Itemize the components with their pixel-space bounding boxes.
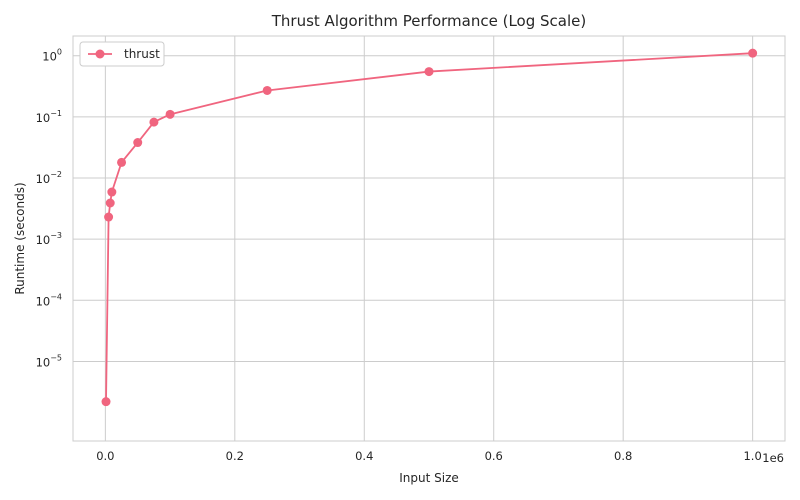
y-tick-label: 10−5 — [36, 353, 62, 369]
y-tick-label: 100 — [42, 48, 62, 64]
data-point — [149, 117, 159, 127]
data-point — [424, 67, 434, 77]
series-line-thrust — [105, 52, 753, 402]
data-point — [165, 109, 175, 119]
data-point — [105, 198, 115, 208]
x-tick-label: 1.0 — [743, 449, 761, 463]
x-tick-label: 0.4 — [355, 449, 373, 463]
y-axis-label: Runtime (seconds) — [13, 182, 27, 294]
data-point — [107, 187, 117, 197]
x-tick-labels: 0.0 0.2 0.4 0.6 0.8 1.0 — [96, 449, 762, 463]
series-group — [101, 48, 758, 407]
x-tick-label: 0.8 — [614, 449, 632, 463]
x-tick-label: 0.6 — [485, 449, 503, 463]
legend-box — [79, 41, 165, 67]
y-tick-labels: 10−5 10−4 10−3 10−2 10−1 100 — [36, 48, 62, 370]
data-point — [133, 138, 143, 148]
legend: thrust — [79, 41, 165, 67]
legend-entry-thrust: thrust — [124, 47, 160, 61]
legend-marker — [95, 49, 105, 59]
data-point — [262, 85, 272, 95]
x-offset-label: 1e6 — [762, 451, 784, 465]
data-point — [117, 157, 127, 167]
x-axis-label: Input Size — [399, 471, 459, 485]
grid — [73, 36, 785, 441]
data-point — [104, 212, 114, 222]
y-tick-label: 10−3 — [36, 231, 62, 247]
y-tick-label: 10−1 — [36, 109, 62, 125]
chart-title: Thrust Algorithm Performance (Log Scale) — [271, 12, 586, 30]
y-tick-label: 10−4 — [36, 292, 62, 308]
y-tick-label: 10−2 — [36, 170, 62, 186]
data-point — [748, 48, 758, 58]
data-point — [101, 397, 111, 407]
plot-area — [72, 35, 786, 442]
x-tick-label: 0.0 — [96, 449, 114, 463]
x-tick-label: 0.2 — [226, 449, 244, 463]
